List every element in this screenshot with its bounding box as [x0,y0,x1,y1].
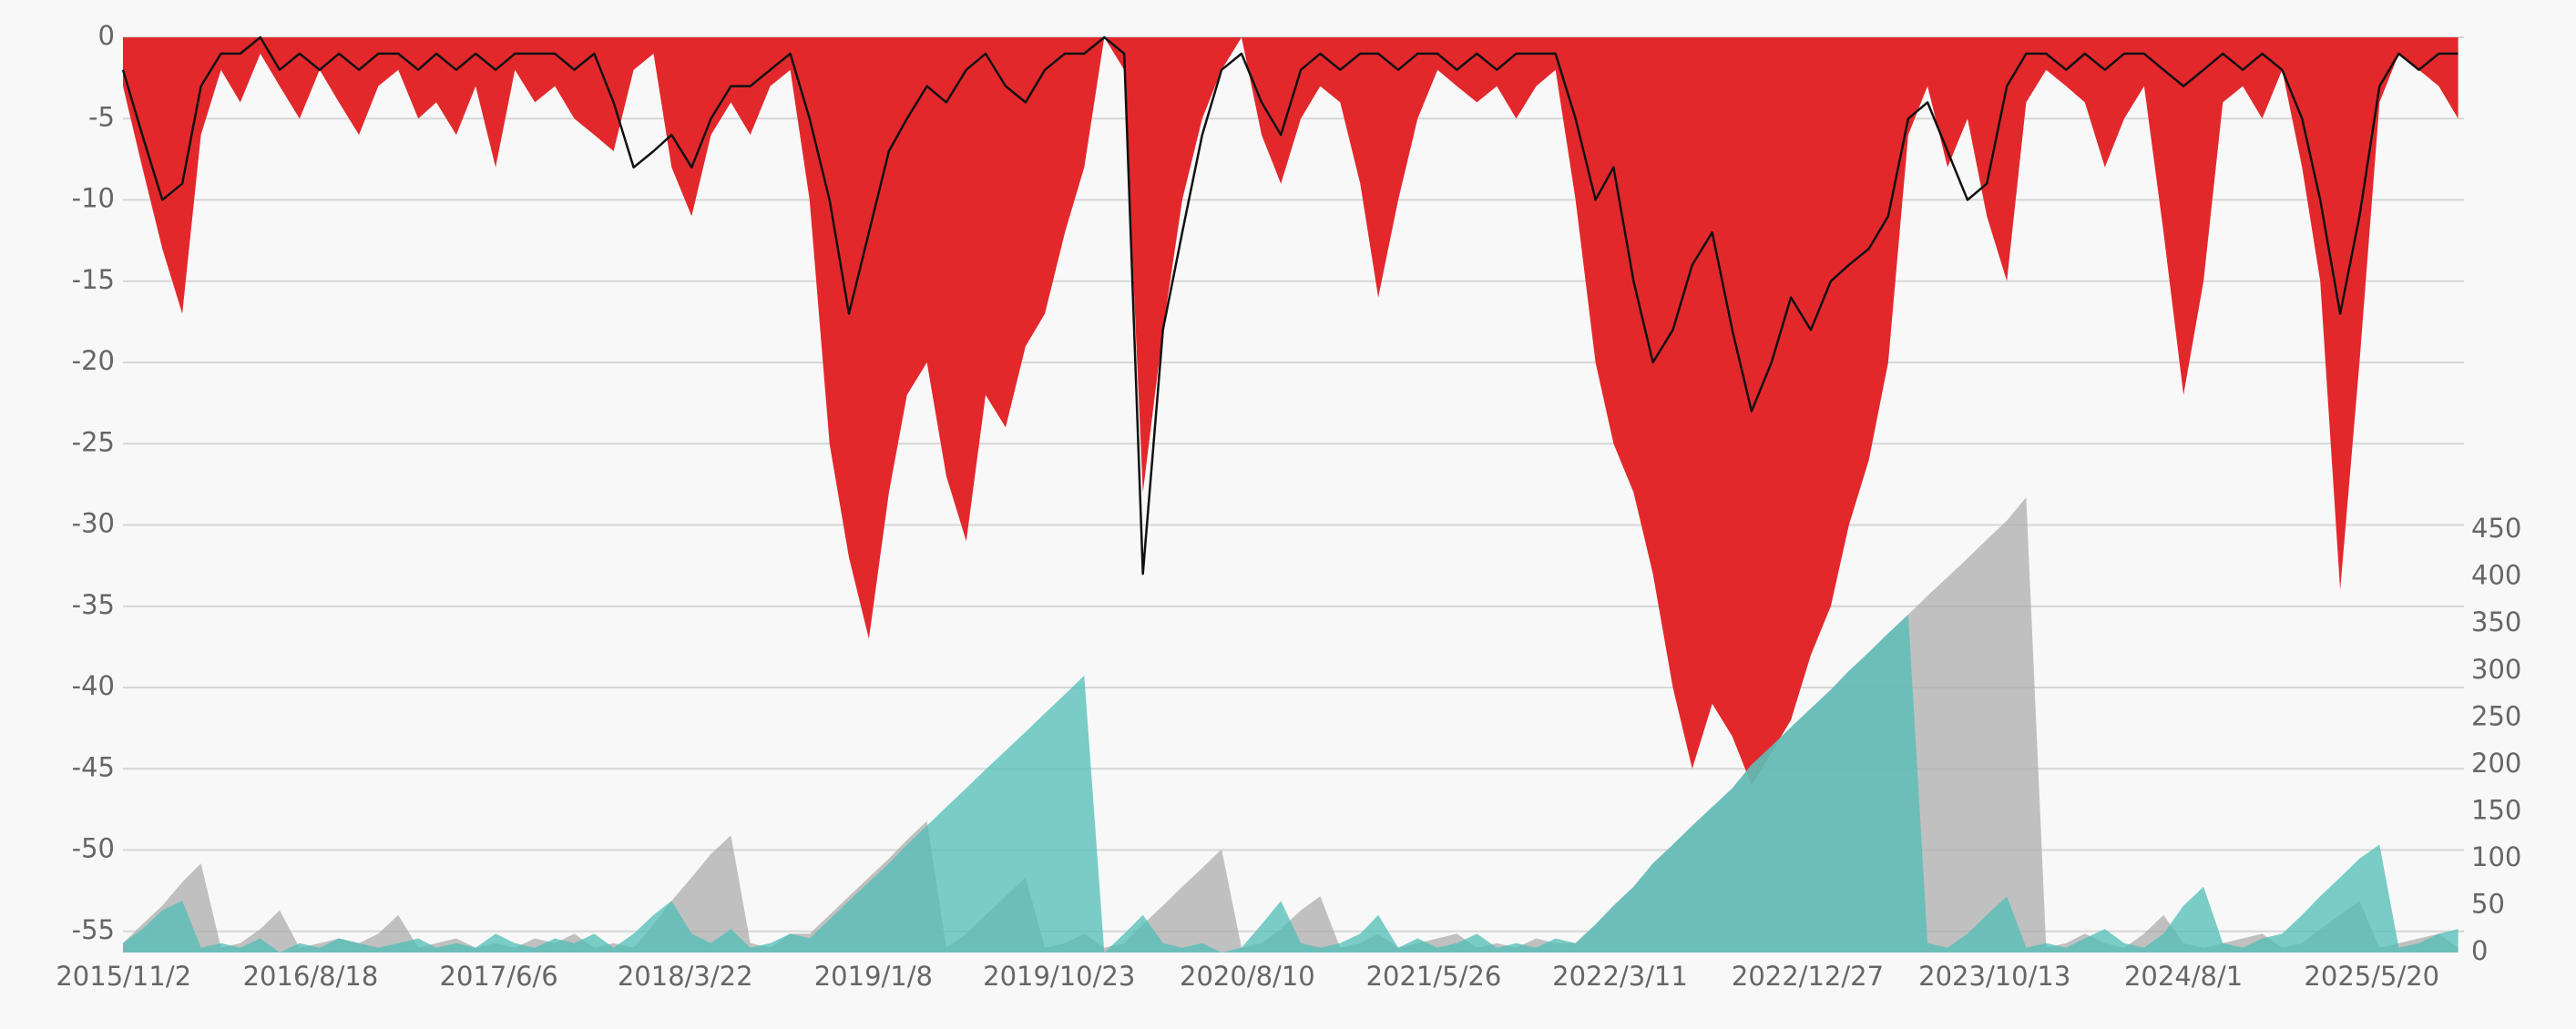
y2-tick-label: 50 [2471,888,2505,919]
y-tick-label: -25 [72,426,115,457]
y-tick-label: -5 [88,101,115,132]
y2-tick-label: 0 [2471,935,2488,966]
y-tick-label: -35 [72,589,115,620]
area [123,614,2458,953]
y2-tick-label: 450 [2471,513,2521,544]
x-tick-label: 2019/1/8 [814,961,933,992]
x-tick-label: 2015/11/2 [56,961,191,992]
x-tick-label: 2021/5/26 [1366,961,1502,992]
y-tick-label: 0 [98,20,115,51]
y2-tick-label: 150 [2471,794,2521,825]
x-tick-label: 2019/10/23 [983,961,1135,992]
x-tick-label: 2016/8/18 [243,961,379,992]
y-tick-label: -45 [72,751,115,782]
y2-tick-label: 250 [2471,700,2521,731]
x-tick-label: 2024/8/1 [2124,961,2243,992]
y-tick-label: -15 [72,264,115,295]
line [121,36,2458,576]
x-tick-label: 2022/12/27 [1732,961,1884,992]
y-tick-label: -30 [72,508,115,539]
y-tick-label: -40 [72,670,115,701]
y2-tick-label: 200 [2471,748,2521,779]
x-tick-label: 2018/3/22 [618,961,753,992]
y2-tick-label: 100 [2471,841,2521,872]
y2-tick-label: 300 [2471,654,2521,685]
y-tick-label: -55 [72,914,115,945]
y-tick-label: -50 [72,833,115,864]
y-tick-label: -10 [72,183,115,214]
x-tick-label: 2020/8/10 [1180,961,1315,992]
area [123,497,2458,953]
x-tick-label: 2025/5/20 [2304,961,2439,992]
x-tick-label: 2022/3/11 [1552,961,1688,992]
y-tick-label: -20 [72,345,115,376]
area [123,37,2458,786]
y2-tick-label: 350 [2471,606,2521,637]
y2-tick-label: 400 [2471,560,2521,591]
x-tick-label: 2017/6/6 [440,961,558,992]
x-tick-label: 2023/10/13 [1918,961,2070,992]
